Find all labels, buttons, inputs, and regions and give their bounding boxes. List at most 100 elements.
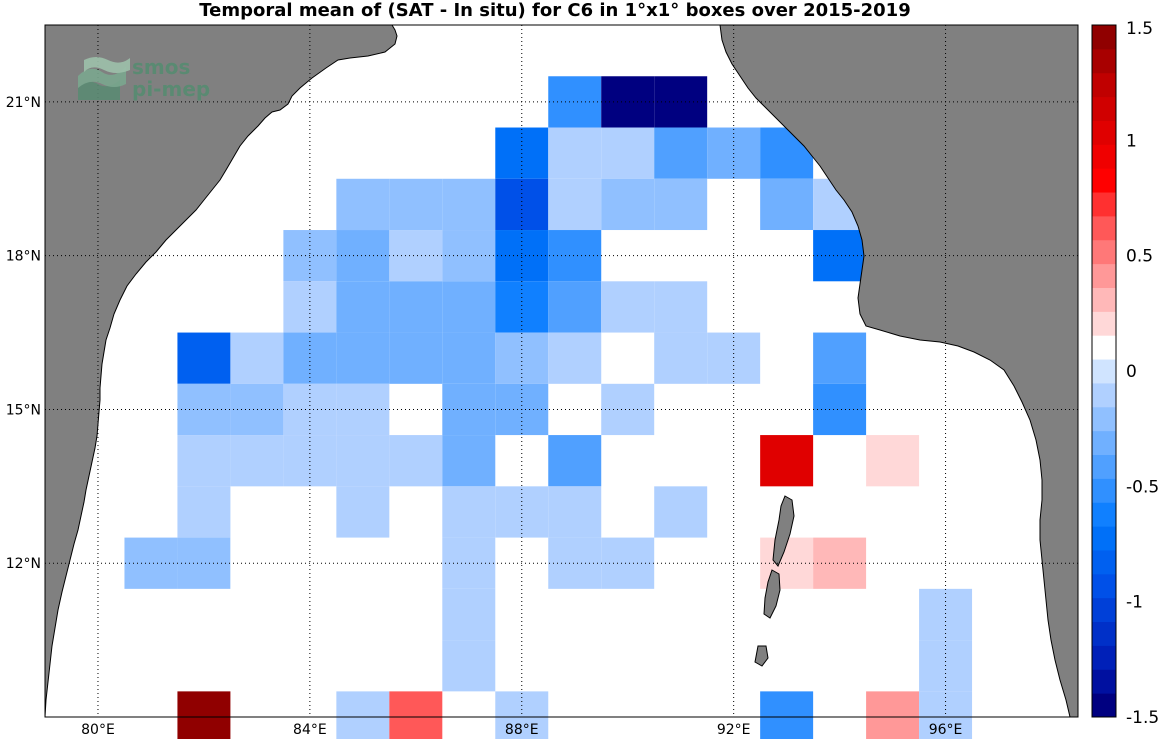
lat-tick-label: 18°N bbox=[6, 249, 41, 265]
andaman-north-island bbox=[772, 495, 795, 567]
lon-tick-label: 96°E bbox=[929, 722, 963, 738]
colorbar-swatch bbox=[1092, 430, 1116, 456]
anomaly-cell bbox=[601, 178, 655, 231]
anomaly-cell bbox=[442, 537, 496, 589]
colorbar-swatch bbox=[1092, 526, 1116, 551]
anomaly-cell bbox=[283, 332, 337, 384]
logo-line-1: smos bbox=[132, 55, 190, 79]
anomaly-cell bbox=[760, 178, 814, 231]
colorbar-swatch bbox=[1092, 311, 1116, 336]
colorbar-swatch bbox=[1092, 549, 1116, 575]
anomaly-cell bbox=[336, 691, 390, 739]
india-landmass bbox=[44, 24, 398, 718]
colorbar-tick-label: -1.5 bbox=[1126, 708, 1159, 728]
lon-tick-label: 80°E bbox=[81, 722, 115, 738]
anomaly-cell bbox=[283, 281, 337, 333]
anomaly-cell bbox=[654, 76, 708, 128]
colorbar-swatch bbox=[1092, 72, 1116, 98]
colorbar-swatch bbox=[1092, 693, 1116, 718]
anomaly-cell bbox=[230, 383, 284, 436]
colorbar-swatch bbox=[1092, 382, 1116, 408]
colorbar-tick-label: 1.5 bbox=[1126, 19, 1153, 39]
anomaly-cell bbox=[654, 486, 708, 538]
colorbar-swatch bbox=[1092, 573, 1116, 599]
anomaly-cell bbox=[548, 281, 602, 333]
anomaly-cell bbox=[336, 486, 390, 538]
colorbar-swatch bbox=[1092, 144, 1116, 169]
colorbar bbox=[1092, 25, 1116, 718]
colorbar-swatch bbox=[1092, 192, 1116, 217]
map-frame bbox=[44, 24, 1079, 718]
colorbar-swatch bbox=[1092, 25, 1116, 50]
colorbar-swatch bbox=[1092, 96, 1116, 121]
anomaly-cell bbox=[919, 588, 973, 641]
colorbar-swatch bbox=[1092, 669, 1116, 694]
lon-tick-label: 92°E bbox=[717, 722, 751, 738]
anomaly-cell bbox=[177, 332, 231, 384]
anomaly-cell bbox=[177, 691, 231, 739]
colorbar-swatch bbox=[1092, 645, 1116, 670]
colorbar-swatch bbox=[1092, 239, 1116, 265]
colorbar-swatch bbox=[1092, 359, 1116, 384]
map-gridlines bbox=[45, 25, 1078, 717]
colorbar-swatch bbox=[1092, 168, 1116, 193]
anomaly-cell bbox=[442, 640, 496, 692]
little-andaman-island bbox=[754, 645, 769, 667]
anomaly-cell bbox=[336, 332, 390, 384]
colorbar-swatch bbox=[1092, 502, 1116, 527]
anomaly-cell bbox=[760, 230, 814, 282]
anomaly-cell bbox=[389, 332, 443, 384]
anomaly-cell bbox=[442, 332, 496, 384]
myanmar-bangladesh-landmass bbox=[719, 24, 1079, 718]
anomaly-cell bbox=[336, 435, 390, 487]
anomaly-cell bbox=[389, 691, 443, 739]
anomaly-cell bbox=[919, 691, 973, 739]
anomaly-cell bbox=[230, 435, 284, 487]
anomaly-cell bbox=[601, 127, 655, 179]
anomaly-cell bbox=[389, 281, 443, 333]
anomaly-cell bbox=[442, 230, 496, 282]
anomaly-cell bbox=[707, 332, 761, 384]
anomaly-cell bbox=[442, 486, 496, 538]
anomaly-cell bbox=[866, 435, 920, 487]
colorbar-tick-label: 0 bbox=[1126, 362, 1137, 382]
anomaly-cell bbox=[495, 691, 549, 739]
anomaly-cell bbox=[442, 588, 496, 641]
colorbar-tick-labels: 1.5 1 0.5 0 -0.5 -1 -1.5 bbox=[1126, 19, 1159, 728]
chart-title: Temporal mean of (SAT - In situ) for C6 … bbox=[199, 0, 911, 21]
anomaly-cell bbox=[336, 178, 390, 231]
anomaly-cell bbox=[654, 332, 708, 384]
logo-wave-icon-3 bbox=[84, 57, 130, 73]
lat-tick-label: 12°N bbox=[6, 556, 41, 572]
anomaly-cell bbox=[177, 435, 231, 487]
colorbar-swatch bbox=[1092, 48, 1116, 74]
anomaly-cell bbox=[601, 281, 655, 333]
anomaly-cell bbox=[654, 588, 708, 641]
colorbar-swatch bbox=[1092, 454, 1116, 479]
smos-pimep-logo: smos pi-mep bbox=[78, 55, 210, 101]
colorbar-swatch bbox=[1092, 287, 1116, 312]
colorbar-swatch bbox=[1092, 335, 1116, 360]
anomaly-cell bbox=[548, 178, 602, 231]
anomaly-cell bbox=[548, 127, 602, 179]
lat-tick-label: 21°N bbox=[6, 95, 41, 111]
logo-wave-icon bbox=[78, 80, 120, 100]
colorbar-swatch bbox=[1092, 263, 1116, 288]
anomaly-cell bbox=[389, 178, 443, 231]
anomaly-cell bbox=[548, 486, 602, 538]
anomaly-cell bbox=[654, 691, 708, 739]
colorbar-tick-label: -0.5 bbox=[1126, 477, 1159, 497]
anomaly-cell bbox=[495, 281, 549, 333]
anomaly-cell bbox=[495, 178, 549, 231]
longitude-labels: 80°E 84°E 88°E 92°E 96°E bbox=[81, 722, 962, 738]
logo-line-2: pi-mep bbox=[132, 77, 210, 101]
anomaly-cells bbox=[124, 76, 973, 739]
colorbar-tick-label: 0.5 bbox=[1126, 247, 1153, 267]
anomaly-cell bbox=[442, 383, 496, 436]
anomaly-cell bbox=[654, 281, 708, 333]
colorbar-swatch bbox=[1092, 120, 1116, 145]
anomaly-cell bbox=[442, 281, 496, 333]
anomaly-cell bbox=[230, 332, 284, 384]
colorbar-tick-label: 1 bbox=[1126, 131, 1137, 151]
